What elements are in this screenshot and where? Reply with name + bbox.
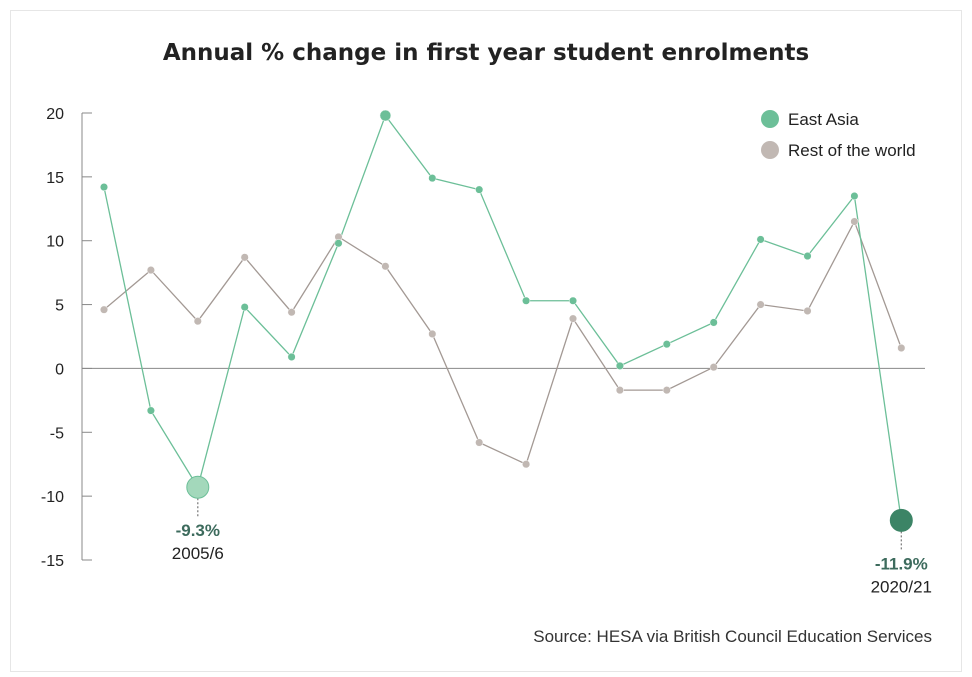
rest-of-world-point [568, 314, 578, 323]
east-asia-line [103, 114, 902, 521]
rest-of-world-point [756, 300, 765, 309]
east-asia-point [475, 185, 484, 194]
rest-of-world-point [662, 386, 671, 395]
rest-of-world-point [850, 217, 859, 226]
east-asia-point [850, 191, 859, 201]
source-note: Source: HESA via British Council Educati… [533, 627, 932, 646]
east-asia-point [756, 235, 765, 244]
rest-of-world-point [99, 305, 109, 314]
east-asia-point [240, 303, 249, 312]
rest-of-world-point [146, 266, 155, 275]
rest-of-world-point [615, 386, 624, 395]
rest-of-world-point [475, 438, 484, 447]
y-tick-label: -15 [41, 553, 64, 570]
rest-of-world-point [709, 363, 718, 372]
rest-of-world-point [193, 317, 202, 326]
rest-of-world-point [381, 262, 390, 271]
chart-title: Annual % change in first year student en… [162, 40, 810, 66]
y-tick-label: 0 [55, 361, 64, 378]
y-tick-label: 10 [46, 234, 64, 251]
annotation-value: -9.3% [176, 521, 220, 540]
east-asia-point [428, 174, 437, 183]
annotation-year: 2005/6 [172, 544, 224, 563]
annotation-point [889, 508, 913, 532]
annotation-point [186, 475, 210, 499]
east-asia-point [99, 183, 109, 192]
rest-of-world-point [803, 306, 812, 316]
y-tick-label: 15 [46, 170, 64, 187]
legend-label: East Asia [788, 110, 859, 129]
east-asia-point [287, 352, 296, 361]
y-tick-label: 20 [46, 106, 64, 123]
annotation-value: -11.9% [875, 554, 928, 573]
east-asia-point [522, 296, 531, 305]
y-tick-label: -5 [50, 425, 64, 442]
rest-of-world-point [428, 329, 437, 338]
east-asia-point [662, 340, 671, 349]
rest-of-world-point [240, 253, 249, 262]
rest-of-world-point [897, 343, 906, 353]
east-asia-point [379, 109, 392, 122]
legend-swatch [761, 141, 779, 159]
chart-frame [10, 10, 962, 672]
y-tick-label: -10 [41, 489, 64, 506]
east-asia-point [334, 239, 343, 248]
east-asia-point [146, 406, 155, 415]
east-asia-point [709, 318, 718, 327]
rest-of-world-point [287, 308, 296, 317]
annotation-year: 2020/21 [871, 577, 932, 596]
rest-of-world-point [522, 460, 531, 469]
y-tick-label: 5 [55, 298, 64, 315]
legend-swatch [761, 110, 779, 128]
legend-label: Rest of the world [788, 141, 916, 160]
rest-of-world-line [103, 219, 902, 466]
east-asia-point [615, 361, 624, 370]
east-asia-point [803, 251, 812, 261]
east-asia-point [568, 296, 578, 305]
